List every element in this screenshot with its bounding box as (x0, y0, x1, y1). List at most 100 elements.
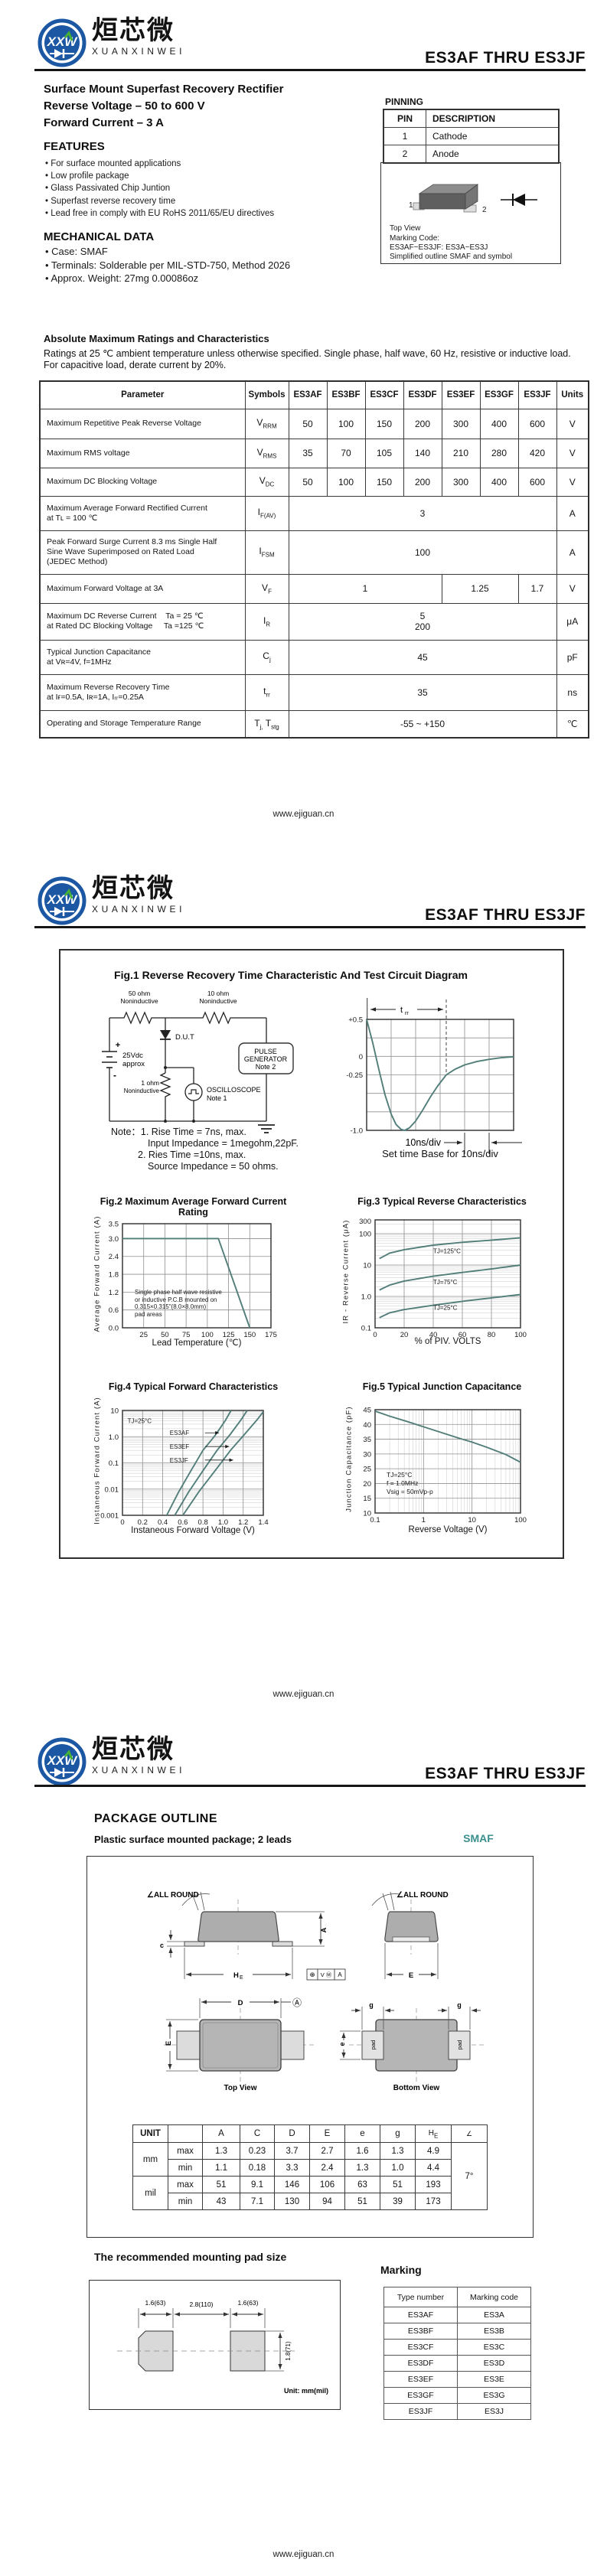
svg-text:XXW: XXW (47, 34, 79, 49)
svg-text:20: 20 (363, 1480, 371, 1489)
pinning-table: PIN DESCRIPTION 1 Cathode 2 Anode (383, 109, 560, 164)
svg-text:10ns/div: 10ns/div (405, 1137, 441, 1148)
timebase-annotation: 10ns/div (405, 1133, 522, 1154)
package-outline-drawing: ∠ALL ROUND c A H E ⊕ V Ⓜ A (147, 1891, 484, 2092)
table-header-row: Parameter Symbols ES3AF ES3BF ES3CF ES3D… (39, 380, 589, 409)
svg-text:Note 2: Note 2 (256, 1063, 276, 1071)
table-row: ES3EF ES3E (383, 2371, 531, 2388)
svg-text:2.4: 2.4 (109, 1253, 119, 1261)
svg-text:H: H (233, 1971, 239, 1980)
svg-text:+: + (116, 1041, 120, 1050)
fig4-ylabel: Instaneous Forward Current (A) (93, 1397, 102, 1524)
svg-text:40: 40 (363, 1421, 371, 1430)
logo-english-name: XUANXINWEI (92, 1765, 186, 1775)
svg-text:PULSE: PULSE (254, 1048, 277, 1055)
svg-text:c: c (160, 1942, 164, 1949)
svg-text:0.6: 0.6 (109, 1306, 119, 1315)
note-line: Source Impedance = 50 ohms. (148, 1161, 279, 1172)
svg-text:E: E (165, 2041, 173, 2046)
svg-text:80: 80 (488, 1331, 496, 1339)
fig3-chart: 0 20 40 60 80 100 300 100 10 1.0 0.1 TJ=125°C TJ=75°… (359, 1218, 527, 1339)
svg-text:pad: pad (456, 2040, 463, 2050)
footer-url: www.ejiguan.cn (272, 2550, 335, 2559)
svg-text:1.8(71): 1.8(71) (285, 2341, 292, 2361)
svg-text:50: 50 (161, 1331, 169, 1339)
mechanical-heading: MECHANICAL DATA (44, 230, 155, 243)
svg-text:TJ=25°C: TJ=25°C (128, 1418, 152, 1425)
svg-text:t: t (400, 1006, 403, 1015)
package-outline-box: ∠ALL ROUND c A H E ⊕ V Ⓜ A (86, 1856, 534, 2238)
svg-text:E: E (409, 1971, 413, 1980)
table-row: 2 Anode (383, 145, 560, 164)
svg-text:⊕: ⊕ (309, 1971, 315, 1978)
logo-disc-icon: XXW (38, 876, 86, 925)
svg-text:3.0: 3.0 (109, 1235, 119, 1244)
svg-text:175: 175 (265, 1331, 277, 1339)
svg-text:25: 25 (139, 1331, 148, 1339)
fig5-ylabel: Junction Capacitance (pF) (344, 1406, 354, 1512)
svg-text:30: 30 (363, 1450, 371, 1459)
svg-text:E: E (240, 1975, 243, 1981)
ratings-desc: Ratings at 25 ℃ ambient temperature unle… (44, 348, 571, 359)
table-row: Maximum Repetitive Peak Reverse Voltage … (39, 408, 589, 439)
svg-text:1 ohm: 1 ohm (141, 1079, 159, 1087)
subtitle-line: Reverse Voltage – 50 to 600 V (44, 99, 205, 112)
svg-text:2: 2 (482, 206, 487, 214)
svg-text:Top View: Top View (224, 2084, 257, 2092)
table-row: mil max 51 9.1 146 106 63 51 193 (132, 2176, 488, 2210)
svg-text:Noninductive: Noninductive (124, 1087, 160, 1094)
fig4-xlabel: Instaneous Forward Voltage (V) (131, 1526, 255, 1535)
company-logo: XXW 烜芯微 XUANXINWEI (37, 17, 185, 69)
svg-text:10: 10 (110, 1407, 119, 1416)
svg-text:10: 10 (363, 1262, 371, 1270)
mounting-pad-heading: The recommended mounting pad size (94, 2251, 287, 2263)
smaf-package-icon: 1 2 (409, 184, 537, 214)
svg-text:0.001: 0.001 (100, 1512, 119, 1521)
table-row: Operating and Storage Temperature Range … (39, 709, 589, 739)
svg-text:ES3EF: ES3EF (170, 1443, 189, 1450)
svg-text:Unit: mm(mil): Unit: mm(mil) (284, 2387, 328, 2395)
svg-text:0.6: 0.6 (178, 1518, 188, 1527)
table-row: Maximum DC Reverse Current Ta = 25 ℃ at R… (39, 602, 589, 641)
table-row: Peak Forward Surge Current 8.3 ms Single… (39, 530, 589, 575)
test-circuit-diagram: 50 ohm Noninductive 10 ohm Noninductive … (102, 990, 294, 1133)
svg-text:45: 45 (363, 1407, 371, 1415)
mounting-pad-box: 1.6(63) 2.8(110) 1.6(63) 1.8(71) Unit: m… (89, 2280, 341, 2410)
fig4-chart: 0 0.2 0.4 0.6 0.8 1.0 1.2 1.4 10 1.0 0.1 0.01 0.001 T… (100, 1407, 268, 1528)
svg-text:10 ohm: 10 ohm (207, 990, 229, 997)
company-logo: XXW 烜芯微 XUANXINWEI (37, 1736, 185, 1788)
svg-text:ES3JF: ES3JF (170, 1457, 188, 1464)
header-rule (34, 69, 586, 71)
table-row: Maximum RMS voltage VRMS 35 70 105 140 210 28… (39, 438, 589, 468)
logo-chinese-name: 烜芯微 (92, 16, 175, 45)
table-row: Typical Junction Capacitance at Vʀ=4V, f=… (39, 639, 589, 675)
svg-text:35: 35 (363, 1436, 371, 1444)
page-title: ES3AF THRU ES3JF (425, 49, 586, 67)
logo-disc-icon: XXW (38, 18, 86, 67)
package-name-badge: SMAF (463, 1832, 494, 1844)
company-logo: XXW 烜芯微 XUANXINWEI (37, 875, 185, 927)
svg-text:1: 1 (422, 1516, 426, 1524)
svg-text:TJ=75°C: TJ=75°C (433, 1279, 458, 1286)
svg-text:approx: approx (122, 1060, 145, 1068)
list-item: Lead free in comply with EU RoHS 2011/65… (45, 207, 274, 220)
svg-text:50 ohm: 50 ohm (129, 990, 150, 997)
svg-text:XXW: XXW (47, 892, 79, 907)
svg-text:∠ALL ROUND: ∠ALL ROUND (397, 1891, 449, 1899)
svg-text:A: A (320, 1927, 328, 1932)
table-row: min 43 7.1 130 94 51 39 173 (133, 2193, 488, 2210)
timebase-caption: Set time Base for 10ns/div (382, 1148, 498, 1159)
header-rule (34, 1785, 586, 1787)
fig3-xlabel: % of PIV. VOLTS (414, 1337, 481, 1346)
svg-text:rr: rr (405, 1011, 409, 1016)
svg-text:60: 60 (459, 1331, 467, 1339)
pkg-caption: Simplified outline SMAF and symbol (390, 253, 513, 261)
table-row: ES3GF ES3G (383, 2387, 531, 2404)
features-list: For surface mounted applications Low pro… (45, 158, 274, 220)
svg-text:1.6(63): 1.6(63) (145, 2299, 166, 2307)
package-preview-box: 1 2 Top View Marking Code: ES3AF~ES3JF: … (380, 162, 561, 264)
features-heading: FEATURES (44, 140, 105, 153)
svg-text:g: g (457, 2001, 462, 2009)
page-title: ES3AF THRU ES3JF (425, 1765, 586, 1782)
mounting-pad-drawing: 1.6(63) 2.8(110) 1.6(63) 1.8(71) Unit: m… (117, 2299, 328, 2395)
